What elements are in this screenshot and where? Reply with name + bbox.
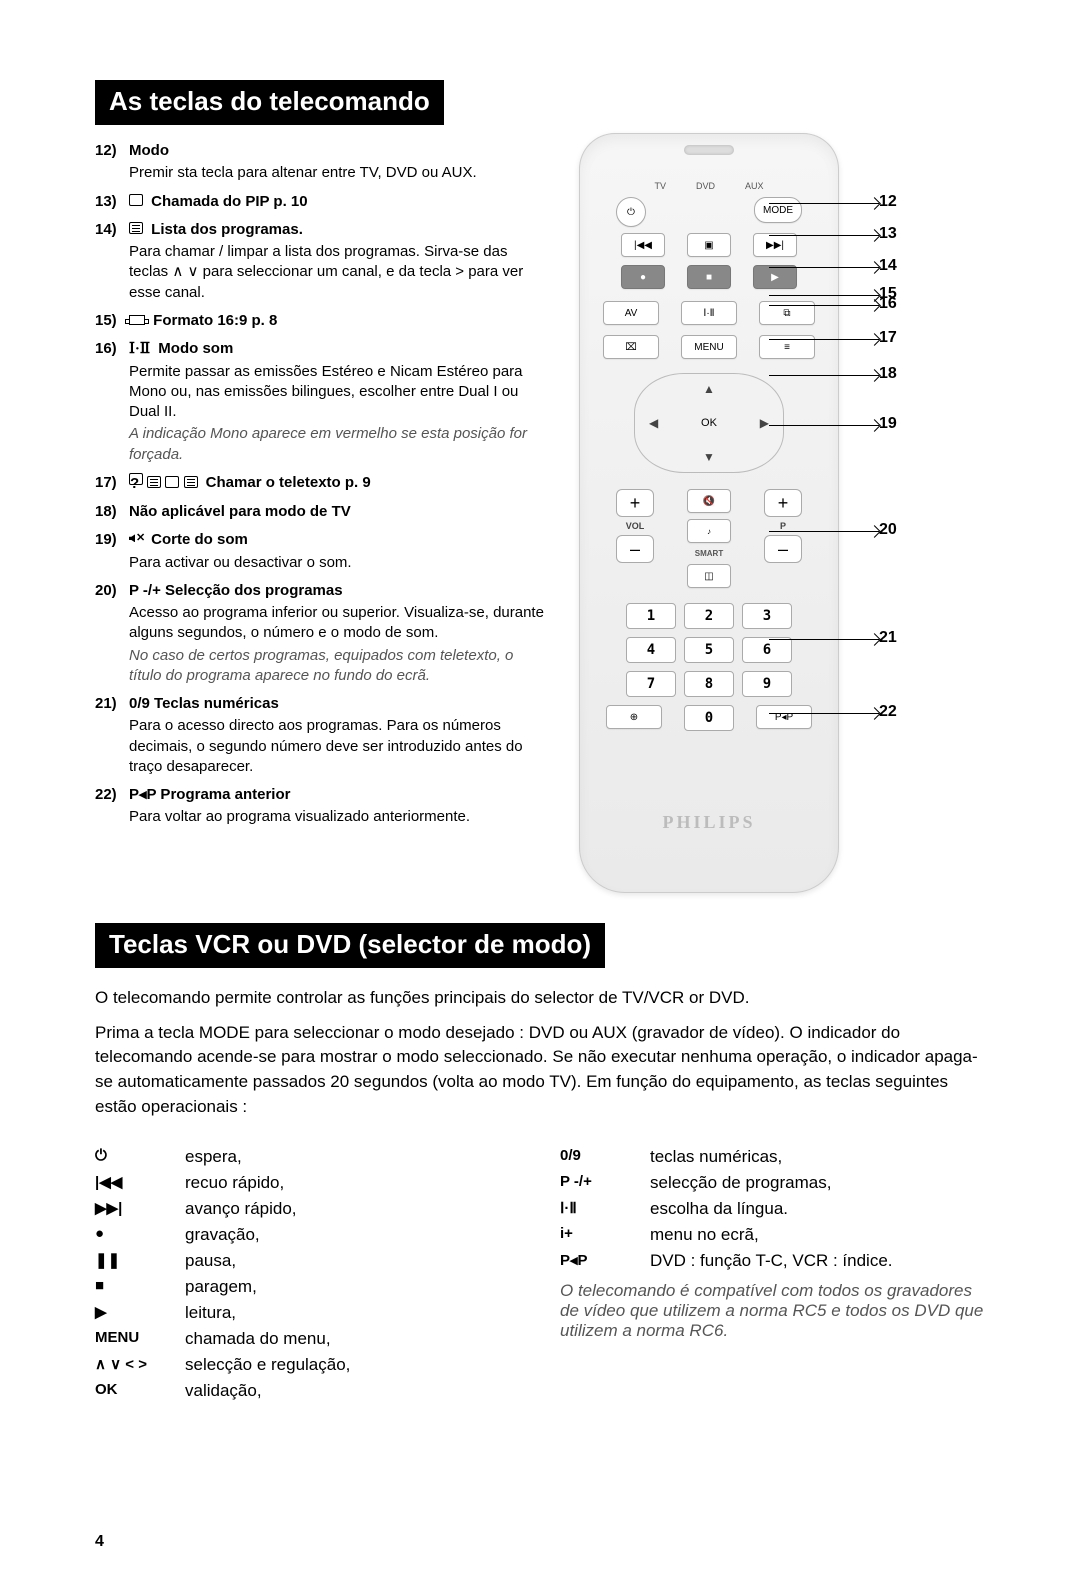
mute-key: 🔇 [687, 489, 731, 513]
num-1: 1 [626, 603, 676, 629]
prog-rocker: +P– [761, 489, 805, 563]
callout-22: 22 [879, 703, 897, 721]
section2-p2: Prima a tecla MODE para seleccionar o mo… [95, 1021, 985, 1120]
callout-17: 17 [879, 329, 897, 347]
standby-key: ⏻ [616, 197, 646, 227]
section1-title: As teclas do telecomando [95, 80, 444, 125]
callout-18: 18 [879, 365, 897, 383]
func-row: P -/+selecção de programas, [560, 1173, 985, 1193]
num-2: 2 [684, 603, 734, 629]
func-row: i+menu no ecrã, [560, 1225, 985, 1245]
list-item: 19) Corte do somPara activar ou desactiv… [95, 530, 545, 573]
callout-21: 21 [879, 629, 897, 647]
func-row: ❚❚pausa, [95, 1251, 520, 1271]
list-item: 16)Ⅰ·Ⅱ Modo somPermite passar as emissõe… [95, 339, 545, 465]
section2-p1: O telecomando permite controlar as funçõ… [95, 986, 985, 1011]
prev-prog-key: P◂P [756, 705, 812, 729]
func-row: Ⅰ·Ⅱescolha da língua. [560, 1199, 985, 1219]
num-0: 0 [684, 705, 734, 731]
list-item: 12)ModoPremir sta tecla para altenar ent… [95, 141, 545, 184]
dpad: ▲▼ ◀▶ OK [634, 373, 784, 473]
vol-rocker: +VOL– [613, 489, 657, 563]
func-left: ⏻espera, |◀◀recuo rápido, ▶▶|avanço rápido… [95, 1141, 520, 1401]
callout-19: 19 [879, 415, 897, 433]
ttx1-key: ⌧ [603, 335, 659, 359]
func-row: ■paragem, [95, 1277, 520, 1297]
num-3: 3 [742, 603, 792, 629]
callout-13: 13 [879, 225, 897, 243]
ffwd-key: ▶▶| [753, 233, 797, 257]
compat-note: O telecomando é compatível com todos os … [560, 1281, 985, 1341]
numpad: 123 456 789 [626, 603, 792, 697]
section2-title: Teclas VCR ou DVD (selector de modo) [95, 923, 605, 968]
brand-label: PHILIPS [579, 812, 839, 833]
func-row: ⏻espera, [95, 1147, 520, 1167]
smart2-key: ◫ [687, 564, 731, 588]
stop-key: ■ [687, 265, 731, 289]
remote-figure: TV DVD AUX ⏻ MODE |◀◀ ▣ ▶▶| [579, 133, 889, 893]
func-row: ▶▶|avanço rápido, [95, 1199, 520, 1219]
sound-mode-key: Ⅰ·Ⅱ [681, 301, 737, 325]
func-row: OKvalidação, [95, 1381, 520, 1401]
ok-label: OK [701, 417, 717, 429]
func-row: ▶leitura, [95, 1303, 520, 1323]
av-key: AV [603, 301, 659, 325]
mode-tv: TV [654, 181, 666, 191]
menu-key: MENU [681, 335, 737, 359]
func-row: ∧ ∨ < >selecção e regulação, [95, 1355, 520, 1375]
num-7: 7 [626, 671, 676, 697]
func-row: 0/9teclas numéricas, [560, 1147, 985, 1167]
play-key: ▶ [753, 265, 797, 289]
func-row: MENUchamada do menu, [95, 1329, 520, 1349]
func-row: ●gravação, [95, 1225, 520, 1245]
list-item: 15) Formato 16:9 p. 8 [95, 311, 545, 331]
rec-key: ● [621, 265, 665, 289]
list-item: 18)Não aplicável para modo de TV [95, 502, 545, 522]
callout-20: 20 [879, 521, 897, 539]
num-5: 5 [684, 637, 734, 663]
mode-aux: AUX [745, 181, 764, 191]
list-item: 17)? Chamar o teletexto p. 9 [95, 473, 545, 494]
item-list: 12)ModoPremir sta tecla para altenar ent… [95, 133, 545, 893]
page-number: 4 [95, 1533, 104, 1551]
rewind-key: |◀◀ [621, 233, 665, 257]
mode-dvd: DVD [696, 181, 715, 191]
pip-key: ▣ [687, 233, 731, 257]
num-6: 6 [742, 637, 792, 663]
num-8: 8 [684, 671, 734, 697]
list-item: 14) Lista dos programas.Para chamar / li… [95, 220, 545, 303]
func-row: |◀◀recuo rápido, [95, 1173, 520, 1193]
smart-key: ♪ [687, 519, 731, 543]
callout-12: 12 [879, 193, 897, 211]
callout-14: 14 [879, 257, 897, 275]
callout-16: 16 [879, 295, 897, 313]
list-item: 22)P◂P Programa anteriorPara voltar ao p… [95, 785, 545, 828]
func-row: P◂PDVD : função T-C, VCR : índice. [560, 1251, 985, 1271]
list-item: 20)P -/+ Selecção dos programasAcesso ao… [95, 581, 545, 686]
num-9: 9 [742, 671, 792, 697]
list-item: 13) Chamada do PIP p. 10 [95, 192, 545, 212]
info-key: ⊕ [606, 705, 662, 729]
list-item: 21)0/9 Teclas numéricasPara o acesso dir… [95, 694, 545, 777]
func-right: 0/9teclas numéricas, P -/+selecção de pro… [560, 1141, 985, 1401]
num-4: 4 [626, 637, 676, 663]
mode-key: MODE [754, 197, 802, 223]
